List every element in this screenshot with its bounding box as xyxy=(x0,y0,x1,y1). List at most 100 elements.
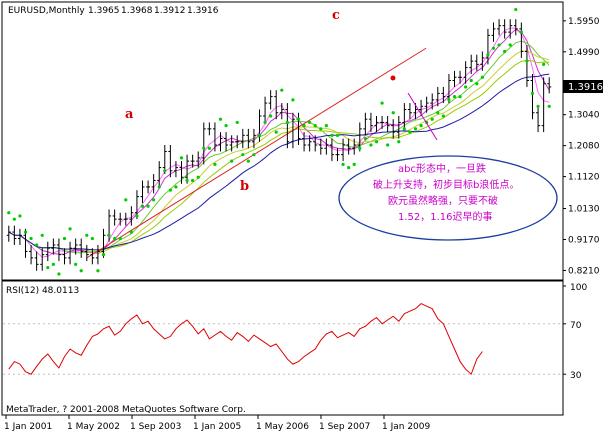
support-trendline xyxy=(86,47,427,259)
sar-dot xyxy=(369,143,373,147)
sar-dot xyxy=(313,124,317,128)
price-axis: 1.5950 1.4990 1.3040 1.2080 1.1120 1.0130 0.91… xyxy=(563,17,600,276)
sar-dot xyxy=(29,236,33,241)
sar-dot xyxy=(547,104,551,108)
sar-dot xyxy=(525,59,529,63)
sar-dot xyxy=(274,130,278,134)
sar-dot xyxy=(213,162,217,166)
copyright-text: MetaTrader, ? 2001-2008 MetaQuotes Softw… xyxy=(6,405,246,415)
time-tick-label: 1 Sep 2007 xyxy=(319,422,370,432)
sar-dot xyxy=(514,7,518,12)
sar-dot xyxy=(347,165,351,170)
sar-dot xyxy=(230,159,234,163)
time-tick-label: 1 May 2006 xyxy=(256,422,309,432)
sar-dot xyxy=(23,230,28,234)
sar-dot xyxy=(436,111,440,115)
ohlc-close: 1.3916 xyxy=(187,6,219,16)
sar-dot xyxy=(469,78,473,83)
sar-dot xyxy=(68,227,72,231)
annotation-ellipse xyxy=(338,155,558,241)
time-tick-label: 1 May 2002 xyxy=(67,422,120,432)
sar-dot xyxy=(263,120,267,125)
time-tick-label: 1 Jan 2009 xyxy=(382,422,430,432)
price-panel[interactable] xyxy=(1,1,564,281)
sar-dot xyxy=(185,178,189,183)
time-tick-label: 1 Sep 2003 xyxy=(130,422,181,432)
sar-dot xyxy=(486,53,490,57)
sar-dot xyxy=(324,124,328,128)
sar-dot xyxy=(57,272,61,276)
sar-dot xyxy=(491,46,496,50)
price-tick-label: 0.8210 xyxy=(568,266,600,276)
sar-dot xyxy=(140,204,145,208)
price-tick-label: 1.2080 xyxy=(568,142,600,152)
rsi-panel[interactable] xyxy=(1,280,564,416)
sar-dot xyxy=(12,217,16,221)
sar-dot xyxy=(146,204,150,208)
sar-dot xyxy=(430,117,434,121)
ohlc-open: 1.3965 xyxy=(88,6,120,16)
sar-dot xyxy=(18,214,22,218)
sar-dot xyxy=(475,82,479,86)
sar-dot xyxy=(196,175,200,179)
sar-dot xyxy=(402,127,406,131)
sar-dot xyxy=(85,233,89,237)
parabolic-sar-dots xyxy=(7,7,551,276)
rsi-polyline xyxy=(8,303,483,376)
sar-dot xyxy=(536,104,540,108)
sar-dot xyxy=(129,230,133,234)
wave-label-b: b xyxy=(240,179,249,194)
sar-dot xyxy=(7,211,11,215)
rsi-line xyxy=(8,303,483,376)
current-price-label: 1.3916 xyxy=(568,82,603,93)
rsi-header: RSI(12) 48.0113 xyxy=(6,286,79,296)
sar-dot xyxy=(319,127,323,131)
price-tick-label: 1.3040 xyxy=(568,111,600,121)
sar-dot xyxy=(152,198,156,202)
rsi-axis: 100 70 30 xyxy=(563,283,587,381)
sar-dot xyxy=(74,262,78,266)
sar-dot xyxy=(413,127,418,131)
sar-dot xyxy=(458,95,462,99)
sar-dot xyxy=(358,146,362,150)
sar-dot xyxy=(419,124,423,128)
price-tick-label: 1.0130 xyxy=(568,205,600,215)
sar-dot xyxy=(207,146,211,150)
sar-dot xyxy=(447,98,451,102)
sar-dot xyxy=(330,133,334,137)
sar-dot xyxy=(452,95,457,99)
time-tick-label: 1 Jan 2005 xyxy=(193,422,241,432)
sar-dot xyxy=(296,117,301,121)
sar-dot xyxy=(280,88,284,92)
annotation-line-1: abc形态中，一旦跌 xyxy=(398,162,486,175)
ohlc-high: 1.3968 xyxy=(121,6,153,16)
sar-dot xyxy=(542,62,546,66)
sar-dot xyxy=(408,130,412,134)
wave-label-c: c xyxy=(332,8,340,23)
sar-dot xyxy=(107,233,111,237)
sar-dot xyxy=(246,159,250,163)
sar-dot xyxy=(157,185,161,189)
sar-dot xyxy=(480,75,484,79)
moving-average-line xyxy=(8,50,550,254)
sar-dot xyxy=(179,156,184,160)
rsi-grid xyxy=(3,323,562,375)
sar-dot xyxy=(46,265,50,270)
sar-dot xyxy=(90,236,94,241)
sar-dot xyxy=(174,185,178,189)
rsi-tick-label: 30 xyxy=(570,371,582,381)
sar-dot xyxy=(218,117,223,121)
sar-dot xyxy=(352,162,356,166)
ohlc-low: 1.3912 xyxy=(154,6,186,16)
sar-dot xyxy=(96,269,100,273)
sar-dot xyxy=(391,111,395,115)
sar-dot xyxy=(335,133,340,137)
sar-dot xyxy=(508,43,512,47)
sar-dot xyxy=(235,120,239,125)
sar-dot xyxy=(241,153,245,157)
sar-dot xyxy=(135,214,139,218)
annotation-line-3: 欧元虽然略强，只要不破 xyxy=(388,194,498,207)
sar-dot xyxy=(252,153,256,157)
sar-dot xyxy=(118,236,122,241)
